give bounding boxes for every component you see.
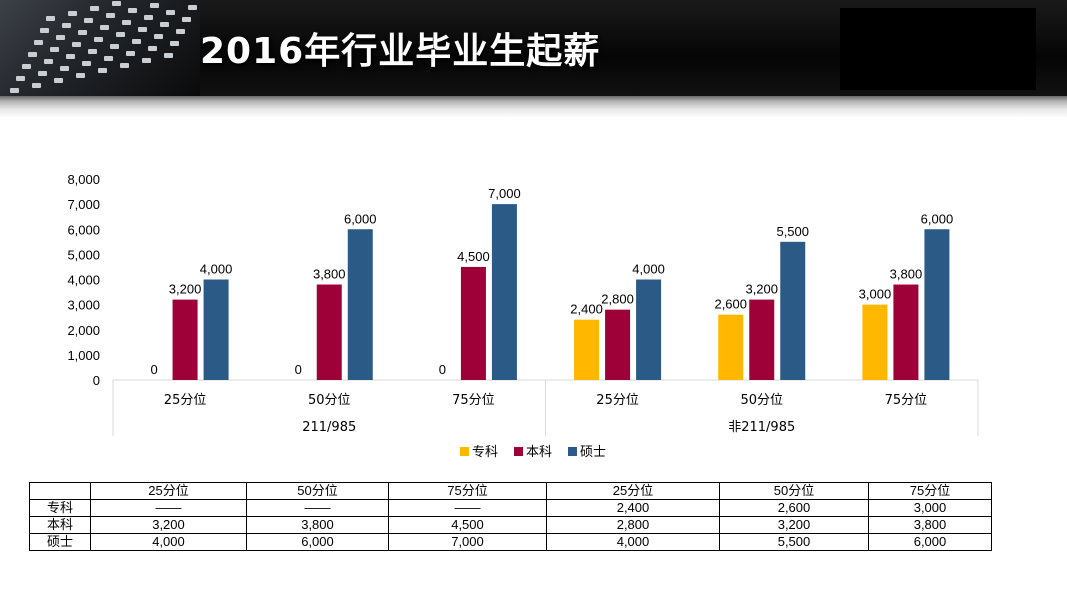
y-tick-label: 0 <box>93 373 100 388</box>
page-title: 2016年行业毕业生起薪 <box>200 31 601 72</box>
table-cell: 4,000 <box>546 533 720 551</box>
bar <box>605 309 631 380</box>
y-tick-label: 1,000 <box>67 348 100 363</box>
data-label: 4,500 <box>457 249 490 264</box>
bar <box>316 284 342 380</box>
table-row-label: 专科 <box>29 499 91 517</box>
bar <box>862 304 888 380</box>
table-header-row: 25分位 50分位 75分位 25分位 50分位 75分位 <box>29 482 992 500</box>
table-row: 专科 —— —— —— 2,400 2,600 3,000 <box>29 499 992 517</box>
table-cell: 2,400 <box>546 499 720 517</box>
table-cell: 6,000 <box>868 533 992 551</box>
table-row-label: 本科 <box>29 516 91 534</box>
data-label: 6,000 <box>921 211 954 226</box>
table-header-cell: 25分位 <box>546 482 720 500</box>
table-cell: 2,800 <box>546 516 720 534</box>
table-cell: 3,000 <box>868 499 992 517</box>
data-label: 5,500 <box>776 224 809 239</box>
header-banner <box>0 0 1067 96</box>
header-divider-band <box>0 96 1067 118</box>
bar <box>347 229 373 380</box>
table-cell: —— <box>246 499 389 517</box>
x-category-label: 75分位 <box>885 393 928 408</box>
table-cell: 3,200 <box>719 516 869 534</box>
bar <box>491 204 517 380</box>
table-header-cell: 75分位 <box>868 482 992 500</box>
y-tick-label: 5,000 <box>67 247 100 262</box>
data-label: 4,000 <box>632 262 665 277</box>
salary-bar-chart: 0 1,000 2,000 3,000 4,000 5,000 6,000 7,000 8,00… <box>67 172 979 460</box>
data-label: 3,800 <box>313 267 346 282</box>
table-cell: 4,500 <box>388 516 547 534</box>
legend-swatch <box>568 447 577 456</box>
legend-label: 硕士 <box>580 445 606 460</box>
data-label: 6,000 <box>344 211 377 226</box>
bar <box>749 299 775 380</box>
data-label: 3,800 <box>890 267 923 282</box>
bar <box>893 284 919 380</box>
data-label: 0 <box>439 362 446 377</box>
y-tick-label: 6,000 <box>67 222 100 237</box>
legend-label: 专科 <box>472 445 498 460</box>
table-header-cell: 50分位 <box>246 482 389 500</box>
data-label: 0 <box>150 362 157 377</box>
y-tick-label: 3,000 <box>67 298 100 313</box>
data-label: 2,600 <box>714 297 747 312</box>
table-row: 本科 3,200 3,800 4,500 2,800 3,200 3,800 <box>29 516 992 534</box>
table-cell: 7,000 <box>388 533 547 551</box>
x-category-label: 25分位 <box>596 393 639 408</box>
legend-label: 本科 <box>526 445 552 460</box>
bar <box>718 314 744 380</box>
table-cell: 6,000 <box>246 533 389 551</box>
data-label: 4,000 <box>200 262 233 277</box>
y-tick-label: 2,000 <box>67 323 100 338</box>
table-row: 硕士 4,000 6,000 7,000 4,000 5,500 6,000 <box>29 533 992 551</box>
legend-swatch <box>460 447 469 456</box>
legend-swatch <box>514 447 523 456</box>
data-label: 2,800 <box>601 292 634 307</box>
table-cell: 4,000 <box>90 533 247 551</box>
table-header-cell: 75分位 <box>388 482 547 500</box>
x-category-label: 75分位 <box>452 393 495 408</box>
x-group-label: 非211/985 <box>728 420 795 435</box>
bar <box>172 299 198 380</box>
y-tick-label: 8,000 <box>67 172 100 187</box>
x-group-label: 211/985 <box>302 420 356 435</box>
salary-data-table: 25分位 50分位 75分位 25分位 50分位 75分位 专科 —— —— —… <box>29 482 992 551</box>
data-label: 0 <box>295 362 302 377</box>
bar <box>203 279 229 380</box>
y-tick-label: 4,000 <box>67 273 100 288</box>
bar <box>924 229 950 380</box>
table-header-cell: 50分位 <box>719 482 869 500</box>
x-category-label: 50分位 <box>308 393 351 408</box>
header-dark-panel <box>840 8 1036 90</box>
data-label: 3,000 <box>859 287 892 302</box>
data-label: 7,000 <box>488 186 521 201</box>
table-cell: 3,200 <box>90 516 247 534</box>
table-cell: 3,800 <box>246 516 389 534</box>
table-cell: 2,600 <box>719 499 869 517</box>
gear-chain-image <box>0 0 200 96</box>
table-cell: 5,500 <box>719 533 869 551</box>
data-label: 3,200 <box>745 282 778 297</box>
data-label: 3,200 <box>169 282 202 297</box>
table-cell: —— <box>388 499 547 517</box>
table-header-cell <box>29 482 91 500</box>
bar <box>460 266 486 380</box>
data-label: 2,400 <box>570 302 603 317</box>
x-category-label: 50分位 <box>740 393 783 408</box>
bar <box>780 241 806 380</box>
table-cell: 3,800 <box>868 516 992 534</box>
table-row-label: 硕士 <box>29 533 91 551</box>
bar <box>636 279 662 380</box>
table-header-cell: 25分位 <box>90 482 247 500</box>
y-tick-label: 7,000 <box>67 197 100 212</box>
bar <box>574 319 600 380</box>
table-cell: —— <box>90 499 247 517</box>
x-category-label: 25分位 <box>164 393 207 408</box>
